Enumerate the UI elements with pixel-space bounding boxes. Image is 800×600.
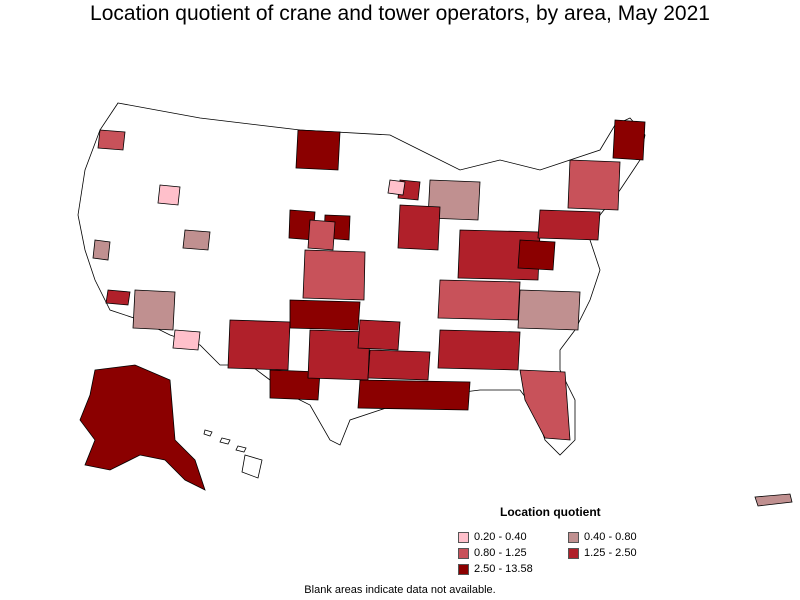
legend-label-4: 1.25 - 2.50 [584,546,637,559]
legend-swatch-3 [458,547,469,559]
region-idaho [157,184,181,206]
legend-swatch-1 [458,531,469,543]
legend-label-3: 0.80 - 1.25 [474,546,527,559]
region-new-mexico [227,319,291,371]
region-arizona [132,289,176,331]
region-gulf-coast [357,379,471,411]
legend-swatch-2 [568,531,579,543]
region-northeast [567,159,621,211]
puerto-rico-shape [754,493,793,507]
region-illinois [397,204,441,251]
legend-item-5: 2.50 - 13.58 [458,562,533,576]
region-wv [517,239,556,271]
region-minnesota [387,179,406,196]
region-pennsylvania [537,209,601,241]
region-arkansas [357,319,401,351]
region-alabama-ga [437,329,521,371]
footnote: Blank areas indicate data not available. [304,584,496,596]
region-louisiana [367,349,431,381]
legend-item-2: 0.40 - 0.80 [568,530,637,544]
legend-label-2: 0.40 - 0.80 [584,530,637,543]
region-kentucky-tn [437,279,521,321]
legend-item-3: 0.80 - 1.25 [458,546,527,560]
region-florida [519,369,571,441]
region-carolinas [517,289,581,331]
region-oklahoma [289,299,361,331]
region-kansas [302,249,366,301]
region-iowa-mo [307,219,336,251]
region-maine [612,119,646,161]
legend-item-4: 1.25 - 2.50 [568,546,637,560]
hawaii-island-3 [235,445,247,453]
hawaii-island-1 [203,429,213,437]
legend-label-5: 2.50 - 13.58 [474,562,533,575]
alaska [79,364,206,491]
region-great-lakes [427,179,481,221]
hawaii-island-4 [241,454,263,479]
legend-swatch-5 [458,563,469,575]
region-california [105,289,131,306]
region-colorado [182,229,211,251]
hawaii [203,429,263,479]
hawaii-island-2 [219,437,231,445]
region-washington [97,129,126,151]
legend-label-1: 0.20 - 0.40 [474,530,527,543]
legend-item-1: 0.20 - 0.40 [458,530,527,544]
puerto-rico [754,493,793,507]
region-arizona-s [172,329,201,351]
legend: 0.20 - 0.40 0.40 - 0.80 0.80 - 1.25 1.25… [458,530,658,576]
region-oregon-w [92,239,111,261]
legend-title: Location quotient [500,505,601,519]
map-title: Location quotient of crane and tower ope… [90,2,710,25]
region-montana-ne [295,129,341,171]
alaska-shape [79,364,206,491]
region-texas-west [269,369,321,401]
legend-swatch-4 [568,547,579,559]
contiguous-us [77,102,646,456]
